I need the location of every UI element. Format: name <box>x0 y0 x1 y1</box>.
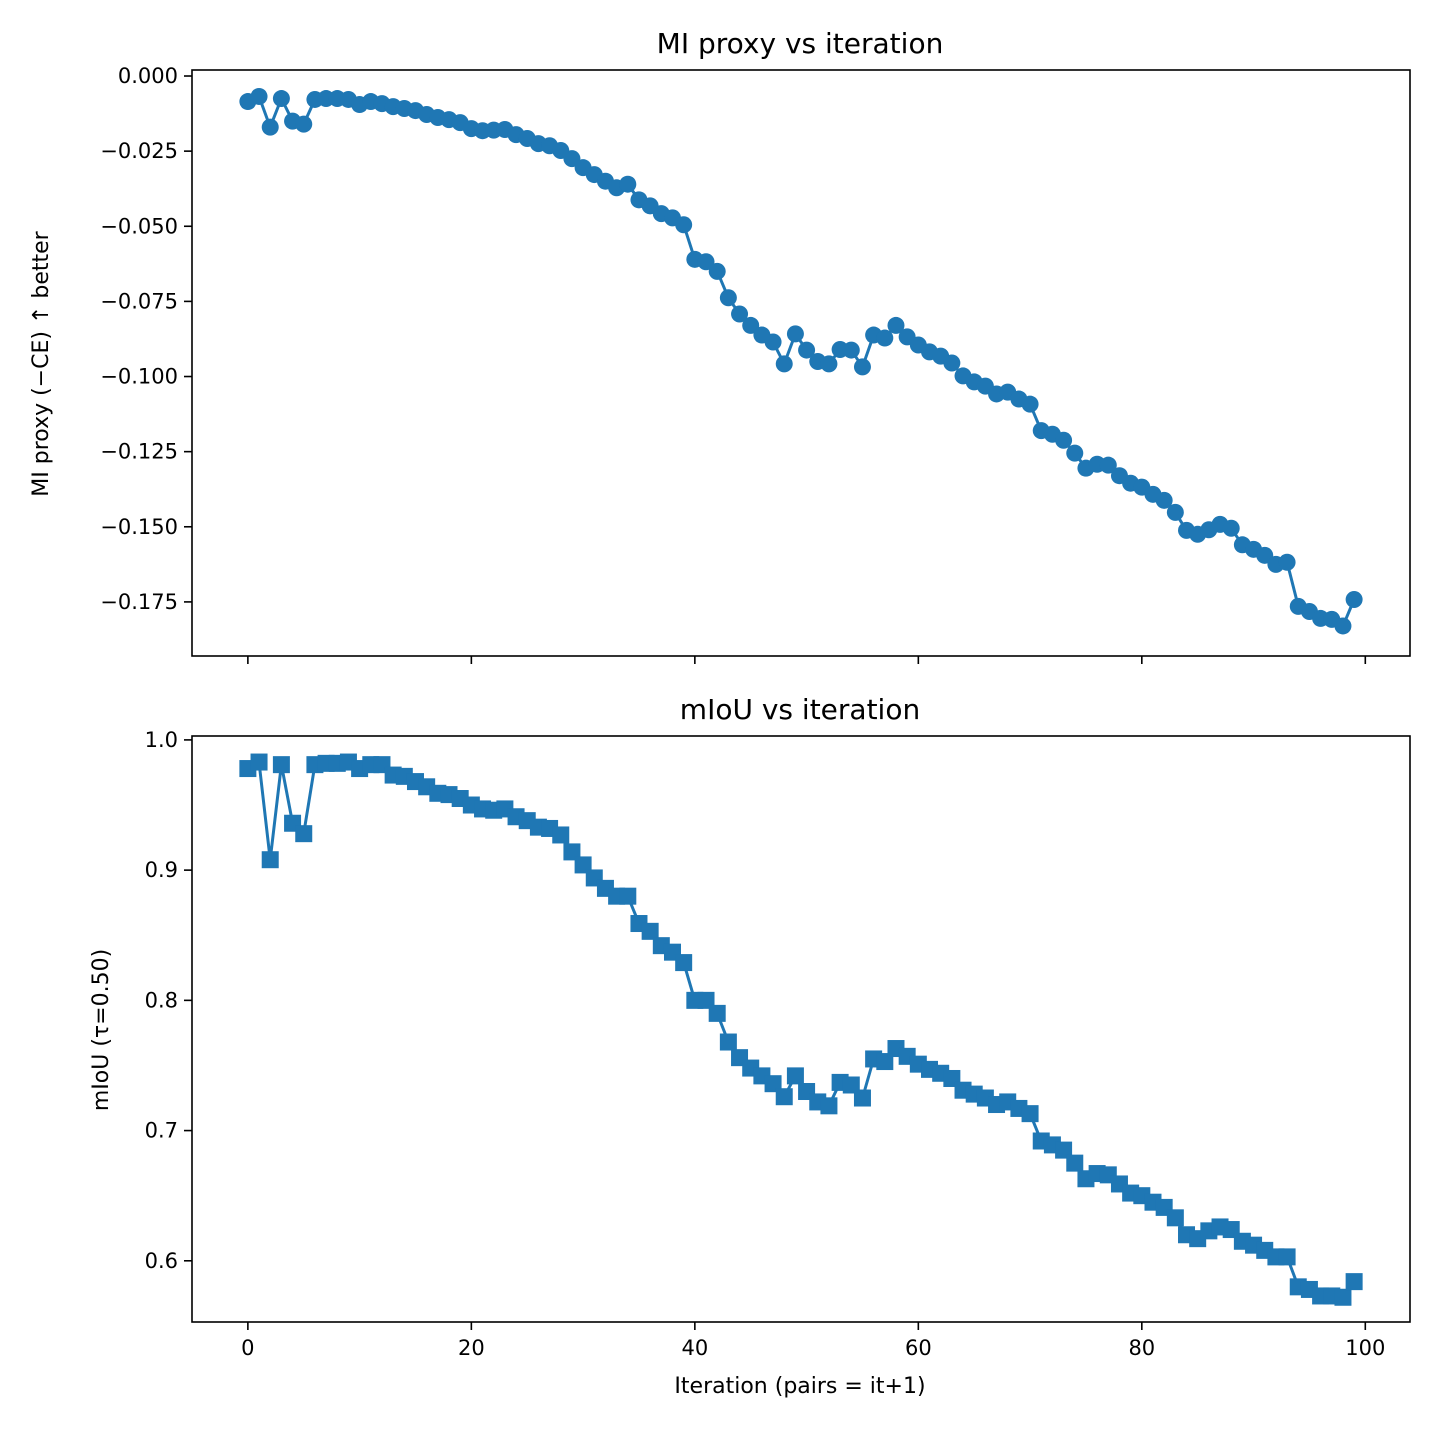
miou-point <box>1334 1288 1352 1306</box>
miou-point <box>708 1004 726 1022</box>
miou-point <box>876 1053 894 1071</box>
mi-proxy-point <box>1222 519 1240 537</box>
mi-proxy-point <box>943 354 961 372</box>
mi-proxy-point <box>1066 444 1084 462</box>
mi-proxy-point <box>853 358 871 376</box>
mi-proxy-point <box>697 253 715 271</box>
mi-proxy-point <box>295 115 313 133</box>
mi-proxy-point <box>261 118 279 136</box>
miou-point <box>697 991 715 1009</box>
miou-point <box>1021 1105 1039 1123</box>
mi-proxy-ytick-label: 0.000 <box>118 64 178 88</box>
mi-proxy-point <box>820 355 838 373</box>
mi-proxy-title: MI proxy vs iteration <box>657 27 944 60</box>
mi-proxy-point <box>876 329 894 347</box>
mi-proxy-point <box>272 90 290 108</box>
miou-point <box>1066 1154 1084 1172</box>
mi-proxy-ylabel: MI proxy (−CE) ↑ better <box>29 230 54 496</box>
miou-point <box>563 843 581 861</box>
miou-ylabel: mIoU (τ=0.50) <box>89 949 114 1111</box>
miou-point <box>272 756 290 774</box>
miou-point <box>1278 1248 1296 1266</box>
mi-proxy-plot-area: 0.000 −0.025 −0.050 −0.075 −0.100 −0.125 −0.15… <box>100 64 1367 664</box>
mi-proxy-point <box>731 305 749 323</box>
miou-point <box>1166 1209 1184 1227</box>
mi-proxy-ytick-label: −0.125 <box>100 440 178 464</box>
miou-point <box>1345 1273 1363 1291</box>
mi-proxy-point <box>1055 431 1073 449</box>
mi-proxy-point <box>842 341 860 359</box>
mi-proxy-point <box>719 289 737 307</box>
miou-axes-frame <box>191 735 1411 1323</box>
miou-point <box>820 1097 838 1115</box>
miou-point <box>842 1076 860 1094</box>
mi-proxy-point <box>742 316 760 334</box>
mi-proxy-point <box>708 262 726 280</box>
miou-ytick-label: 1.0 <box>145 728 178 752</box>
miou-point <box>853 1089 871 1107</box>
mi-proxy-point <box>1278 553 1296 571</box>
mi-proxy-ytick-label: −0.075 <box>100 289 178 313</box>
miou-point <box>261 851 279 869</box>
miou-point <box>786 1067 804 1085</box>
miou-title: mIoU vs iteration <box>680 693 920 726</box>
mi-proxy-ytick-label: −0.050 <box>100 214 178 238</box>
mi-proxy-point <box>786 325 804 343</box>
miou-ytick-label: 0.6 <box>145 1249 178 1273</box>
miou-xtick-label: 80 <box>1128 1336 1155 1360</box>
mi-proxy-point <box>1345 591 1363 609</box>
miou-point <box>574 856 592 874</box>
miou-point <box>641 922 659 940</box>
mi-proxy-point <box>619 175 637 193</box>
miou-ytick-label: 0.7 <box>145 1119 178 1143</box>
mi-proxy-point <box>764 333 782 351</box>
mi-proxy-point <box>1166 503 1184 521</box>
miou-ytick-label: 0.9 <box>145 858 178 882</box>
mi-proxy-ytick-label: −0.100 <box>100 365 178 389</box>
mi-proxy-ytick-label: −0.175 <box>100 590 178 614</box>
miou-point <box>675 954 693 972</box>
miou-xlabel: Iteration (pairs = it+1) <box>674 1374 925 1399</box>
mi-proxy-panel: MI proxy vs iteration MI proxy (−CE) ↑ b… <box>29 27 1411 664</box>
mi-proxy-point <box>1334 617 1352 635</box>
miou-point <box>619 887 637 905</box>
miou-point <box>1055 1141 1073 1159</box>
mi-proxy-point <box>798 341 816 359</box>
miou-panel: mIoU vs iteration mIoU (τ=0.50) Iteratio… <box>89 693 1411 1399</box>
mi-proxy-point <box>887 316 905 334</box>
mi-proxy-axes-frame <box>191 69 1411 657</box>
miou-plot-area: 0 20 40 60 80 100 1.0 0.9 0.8 0.7 0.6 <box>145 728 1386 1360</box>
miou-ytick-label: 0.8 <box>145 988 178 1012</box>
mi-proxy-point <box>1021 395 1039 413</box>
mi-proxy-point <box>1099 456 1117 474</box>
miou-point <box>552 826 570 844</box>
mi-proxy-ytick-label: −0.025 <box>100 139 178 163</box>
miou-point <box>775 1088 793 1106</box>
mi-proxy-ytick-label: −0.150 <box>100 515 178 539</box>
miou-xtick-label: 100 <box>1345 1336 1385 1360</box>
miou-xtick-label: 20 <box>458 1336 485 1360</box>
miou-point <box>719 1033 737 1051</box>
mi-proxy-point <box>675 216 693 234</box>
miou-point <box>764 1075 782 1093</box>
mi-proxy-point <box>1155 491 1173 509</box>
miou-point <box>250 753 268 771</box>
mi-proxy-point <box>250 87 268 105</box>
miou-xtick-label: 40 <box>681 1336 708 1360</box>
miou-point <box>295 825 313 843</box>
mi-proxy-point <box>775 355 793 373</box>
miou-xtick-label: 0 <box>241 1336 254 1360</box>
miou-xtick-label: 60 <box>905 1336 932 1360</box>
